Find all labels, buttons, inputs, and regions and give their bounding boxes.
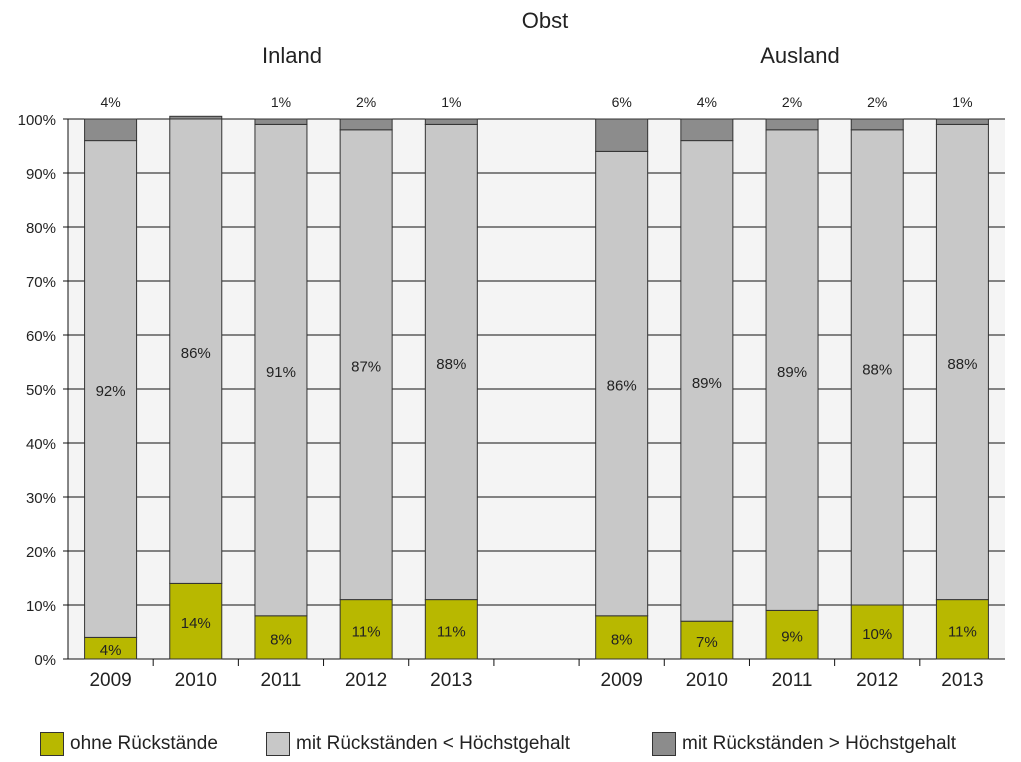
chart-svg: Obst Inland Ausland 0% 10% 20% 30% 40% 50% 60%… <box>18 8 1005 691</box>
x-tick-label: 2009 <box>601 670 643 691</box>
bar-segment <box>765 129 819 611</box>
y-tick-label: 0% <box>34 652 56 669</box>
bar-segment <box>850 118 904 131</box>
legend-swatch-above-limit <box>652 732 676 756</box>
bar-segment <box>595 150 649 617</box>
data-label: 11% <box>437 623 466 640</box>
y-tick-label: 100% <box>18 112 56 129</box>
data-label: 14% <box>181 615 211 632</box>
data-label: 92% <box>96 383 126 400</box>
y-tick-label: 80% <box>26 220 56 237</box>
data-label: 2% <box>356 94 376 110</box>
data-label: 11% <box>352 623 381 640</box>
bar-segment <box>424 599 478 660</box>
data-label: 87% <box>351 359 381 376</box>
legend: ohne Rückstände mit Rückständen < Höchst… <box>0 732 1021 762</box>
x-tick-label: 2009 <box>89 670 131 691</box>
y-tick-label: 40% <box>26 436 56 453</box>
data-label: 86% <box>181 345 211 362</box>
bar-segment <box>680 140 734 622</box>
bar-segment <box>765 609 819 660</box>
data-label: 2% <box>867 94 887 110</box>
x-tick-label: 2010 <box>175 670 217 691</box>
data-label: 91% <box>266 364 296 381</box>
legend-label-above-limit: mit Rückständen > Höchstgehalt <box>682 733 957 754</box>
y-tick-label: 10% <box>26 598 56 615</box>
legend-label-ohne: ohne Rückstände <box>70 733 218 754</box>
x-tick-label: 2011 <box>772 670 813 691</box>
group-title-inland: Inland <box>262 43 322 68</box>
data-label: 1% <box>271 94 291 110</box>
data-label: 89% <box>692 375 722 392</box>
data-label: 1% <box>952 94 972 110</box>
bar-segment <box>424 123 478 601</box>
data-label: 11% <box>948 623 977 640</box>
data-label: 86% <box>607 378 637 395</box>
data-label: 88% <box>862 361 892 378</box>
bar-segment <box>339 129 393 601</box>
bar-segment <box>254 615 308 660</box>
group-title-ausland: Ausland <box>760 43 840 68</box>
data-label: 10% <box>862 626 892 643</box>
legend-item-below-limit: mit Rückständen < Höchstgehalt <box>266 732 570 756</box>
bar-segment <box>935 599 989 660</box>
chart-title: Obst <box>522 8 568 33</box>
y-tick-label: 90% <box>26 166 56 183</box>
bar-segment <box>254 123 308 617</box>
data-label: 1% <box>441 94 461 110</box>
data-label: 2% <box>782 94 802 110</box>
x-tick-label: 2012 <box>856 670 898 691</box>
x-tick-label: 2011 <box>261 670 302 691</box>
bar-segment <box>765 118 819 131</box>
y-tick-label: 30% <box>26 490 56 507</box>
data-label: 8% <box>611 631 633 648</box>
bar-segment <box>595 615 649 660</box>
bar-segment <box>680 620 734 660</box>
y-tick-label: 60% <box>26 328 56 345</box>
data-label: 9% <box>781 629 803 646</box>
y-tick-label: 70% <box>26 274 56 291</box>
plot-area: 0% 10% 20% 30% 40% 50% 60% 70% 80% 90% 100% 4% 92% 4%… <box>18 94 1005 691</box>
legend-swatch-below-limit <box>266 732 290 756</box>
legend-item-above-limit: mit Rückständen > Höchstgehalt <box>652 732 956 756</box>
data-label: 88% <box>947 356 977 373</box>
legend-swatch-ohne <box>40 732 64 756</box>
bar-segment <box>424 118 478 125</box>
legend-label-below-limit: mit Rückständen < Höchstgehalt <box>296 733 571 754</box>
data-label: 6% <box>612 94 632 110</box>
y-tick-label: 50% <box>26 382 56 399</box>
bar-segment <box>595 118 649 152</box>
data-label: 4% <box>100 642 122 659</box>
bar-segment <box>850 129 904 606</box>
x-tick-label: 2012 <box>345 670 387 691</box>
x-tick-label: 2013 <box>941 670 983 691</box>
bar-segment <box>339 599 393 660</box>
data-label: 8% <box>270 631 292 648</box>
bar-segment <box>169 115 223 120</box>
bar-segment <box>84 118 138 142</box>
bar-segment <box>169 582 223 660</box>
bar-segment <box>935 123 989 601</box>
data-label: 88% <box>436 356 466 373</box>
data-label: 4% <box>697 94 717 110</box>
data-label: 7% <box>696 634 718 651</box>
bar-segment <box>169 118 223 584</box>
bar-segment <box>339 118 393 131</box>
x-tick-label: 2010 <box>686 670 728 691</box>
y-tick-label: 20% <box>26 544 56 561</box>
x-tick-label: 2013 <box>430 670 472 691</box>
legend-item-ohne: ohne Rückstände <box>40 732 218 756</box>
bar-segment <box>680 118 734 142</box>
bar-segment <box>935 118 989 125</box>
data-label: 4% <box>100 94 120 110</box>
bar-segment <box>84 140 138 638</box>
bar-segment <box>254 118 308 125</box>
data-label: 89% <box>777 364 807 381</box>
